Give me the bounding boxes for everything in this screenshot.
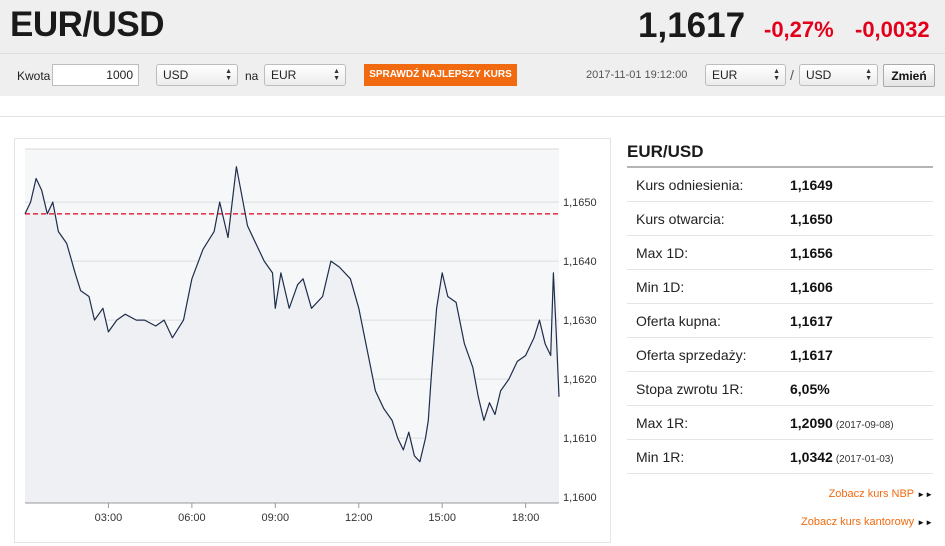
exchange-office-rate-link-label: Zobacz kurs kantorowy xyxy=(801,516,915,528)
stat-number: 1,1606 xyxy=(790,279,833,295)
stat-label: Oferta kupna: xyxy=(636,313,721,329)
stat-row: Min 1R: 1,0342 (2017-01-03) xyxy=(627,440,933,474)
stat-value: 1,1650 xyxy=(790,211,836,227)
stat-number: 1,1649 xyxy=(790,177,833,193)
price-chart: 1,1600 1,1610 1,1620 1,1630 1,1640 1,1650 03:… xyxy=(14,138,611,543)
up-down-arrows-icon: ▲ ▼ xyxy=(225,68,232,82)
stat-value: 1,2090 (2017-09-08) xyxy=(790,415,894,431)
x-tick-label: 15:00 xyxy=(428,512,456,524)
stat-label: Stopa zwrotu 1R: xyxy=(636,381,744,397)
stat-row: Kurs otwarcia: 1,1650 xyxy=(627,202,933,236)
quote-header: EUR/USD 1,1617 -0,27% -0,0032 Kwota USD … xyxy=(0,0,945,96)
stat-label: Min 1R: xyxy=(636,449,685,465)
stat-label: Kurs odniesienia: xyxy=(636,177,744,193)
from-currency-value: USD xyxy=(163,68,189,82)
content-area xyxy=(0,116,945,546)
y-tick-label: 1,1610 xyxy=(563,433,597,445)
stats-title: EUR/USD xyxy=(627,138,933,168)
stat-date: (2017-09-08) xyxy=(835,420,894,431)
stat-row: Max 1D: 1,1656 xyxy=(627,236,933,270)
stat-number: 1,0342 xyxy=(790,449,833,465)
stat-row: Oferta kupna: 1,1617 xyxy=(627,304,933,338)
double-chevron-right-icon: ►► xyxy=(917,490,933,499)
nbp-rate-link-label: Zobacz kurs NBP xyxy=(828,488,915,500)
series-line xyxy=(24,166,560,463)
x-tick-label: 09:00 xyxy=(262,512,290,524)
base-currency-select[interactable]: EUR ▲ ▼ xyxy=(705,64,786,86)
stat-row: Min 1D: 1,1606 xyxy=(627,270,933,304)
stat-number: 1,1650 xyxy=(790,211,833,227)
check-best-rate-button[interactable]: SPRAWDŹ NAJLEPSZY KURS xyxy=(364,64,517,86)
y-tick-label: 1,1640 xyxy=(563,256,597,268)
stat-label: Max 1D: xyxy=(636,245,689,261)
stat-value: 1,1617 xyxy=(790,347,836,363)
stat-label: Min 1D: xyxy=(636,279,685,295)
stat-label: Max 1R: xyxy=(636,415,689,431)
to-currency-select[interactable]: EUR ▲ ▼ xyxy=(264,64,346,86)
to-label: na xyxy=(245,69,259,83)
from-currency-select[interactable]: USD ▲ ▼ xyxy=(156,64,238,86)
quote-currency-select[interactable]: USD ▲ ▼ xyxy=(799,64,878,86)
stat-value: 1,1606 xyxy=(790,279,836,295)
base-currency-value: EUR xyxy=(712,68,738,82)
stat-number: 1,1617 xyxy=(790,347,833,363)
exchange-office-rate-link[interactable]: Zobacz kurs kantorowy ►► xyxy=(760,516,933,528)
y-tick-label: 1,1600 xyxy=(563,492,597,504)
up-down-arrows-icon: ▲ ▼ xyxy=(333,68,340,82)
x-tick-label: 12:00 xyxy=(345,512,373,524)
up-down-arrows-icon: ▲ ▼ xyxy=(773,68,780,82)
stat-number: 1,1656 xyxy=(790,245,833,261)
stats-panel: EUR/USD Kurs odniesienia: 1,1649 Kurs otwa… xyxy=(627,138,933,474)
stat-row: Max 1R: 1,2090 (2017-09-08) xyxy=(627,406,933,440)
quote-datetime: 2017-11-01 19:12:00 xyxy=(586,69,688,81)
quote-currency-value: USD xyxy=(806,68,832,82)
stat-label: Kurs otwarcia: xyxy=(636,211,725,227)
to-currency-value: EUR xyxy=(271,68,297,82)
amount-label: Kwota xyxy=(17,69,51,83)
y-tick-label: 1,1650 xyxy=(563,197,597,209)
change-absolute: -0,0032 xyxy=(855,17,930,42)
x-tick-label: 18:00 xyxy=(512,512,540,524)
stat-number: 1,2090 xyxy=(790,415,833,431)
x-tick-label: 03:00 xyxy=(95,512,123,524)
stat-value: 1,1649 xyxy=(790,177,836,193)
y-tick-label: 1,1630 xyxy=(563,315,597,327)
amount-input[interactable] xyxy=(52,64,139,86)
pair-separator: / xyxy=(790,67,794,83)
header-divider xyxy=(0,53,945,54)
x-tick-label: 06:00 xyxy=(178,512,206,524)
stat-value: 6,05% xyxy=(790,381,833,397)
change-percent: -0,27% xyxy=(764,17,834,42)
stat-row: Oferta sprzedaży: 1,1617 xyxy=(627,338,933,372)
double-chevron-right-icon: ►► xyxy=(917,518,933,527)
change-pair-button[interactable]: Zmień xyxy=(883,64,935,87)
stat-row: Stopa zwrotu 1R: 6,05% xyxy=(627,372,933,406)
stat-label: Oferta sprzedaży: xyxy=(636,347,747,363)
series-area xyxy=(25,166,559,503)
stat-value: 1,1617 xyxy=(790,313,836,329)
up-down-arrows-icon: ▲ ▼ xyxy=(865,68,872,82)
stat-row: Kurs odniesienia: 1,1649 xyxy=(627,168,933,202)
stat-value: 1,1656 xyxy=(790,245,836,261)
price-chart-svg: 1,1600 1,1610 1,1620 1,1630 1,1640 1,1650 03:… xyxy=(24,148,597,524)
stat-number: 1,1617 xyxy=(790,313,833,329)
y-tick-label: 1,1620 xyxy=(563,374,597,386)
pair-title: EUR/USD xyxy=(10,5,165,44)
nbp-rate-link[interactable]: Zobacz kurs NBP ►► xyxy=(760,488,933,500)
stat-value: 1,0342 (2017-01-03) xyxy=(790,449,894,465)
stat-date: (2017-01-03) xyxy=(835,454,894,465)
current-price: 1,1617 xyxy=(638,6,746,45)
stat-number: 6,05% xyxy=(790,381,830,397)
